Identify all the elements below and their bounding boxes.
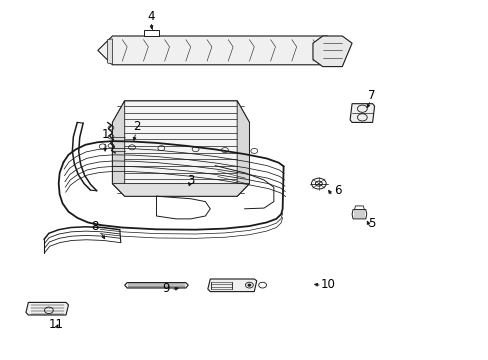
Circle shape: [247, 284, 250, 286]
Text: 2: 2: [133, 120, 141, 132]
Text: 11: 11: [49, 318, 63, 330]
Polygon shape: [124, 283, 188, 288]
Text: 1: 1: [101, 129, 109, 141]
Text: 5: 5: [367, 217, 375, 230]
Polygon shape: [354, 206, 364, 210]
Text: 8: 8: [91, 220, 99, 233]
Polygon shape: [207, 279, 256, 292]
Text: 4: 4: [147, 10, 155, 23]
Text: 9: 9: [162, 282, 170, 294]
Polygon shape: [349, 104, 374, 122]
Text: 6: 6: [333, 184, 341, 197]
Polygon shape: [144, 30, 159, 36]
Polygon shape: [26, 302, 68, 315]
Polygon shape: [107, 39, 112, 64]
Text: 3: 3: [186, 174, 194, 186]
Polygon shape: [112, 101, 124, 196]
Polygon shape: [312, 36, 351, 67]
Polygon shape: [237, 101, 249, 196]
Polygon shape: [351, 210, 366, 219]
Text: 10: 10: [320, 278, 334, 291]
Polygon shape: [112, 101, 249, 196]
Polygon shape: [98, 36, 342, 65]
Polygon shape: [112, 184, 249, 196]
Text: 7: 7: [367, 89, 375, 102]
